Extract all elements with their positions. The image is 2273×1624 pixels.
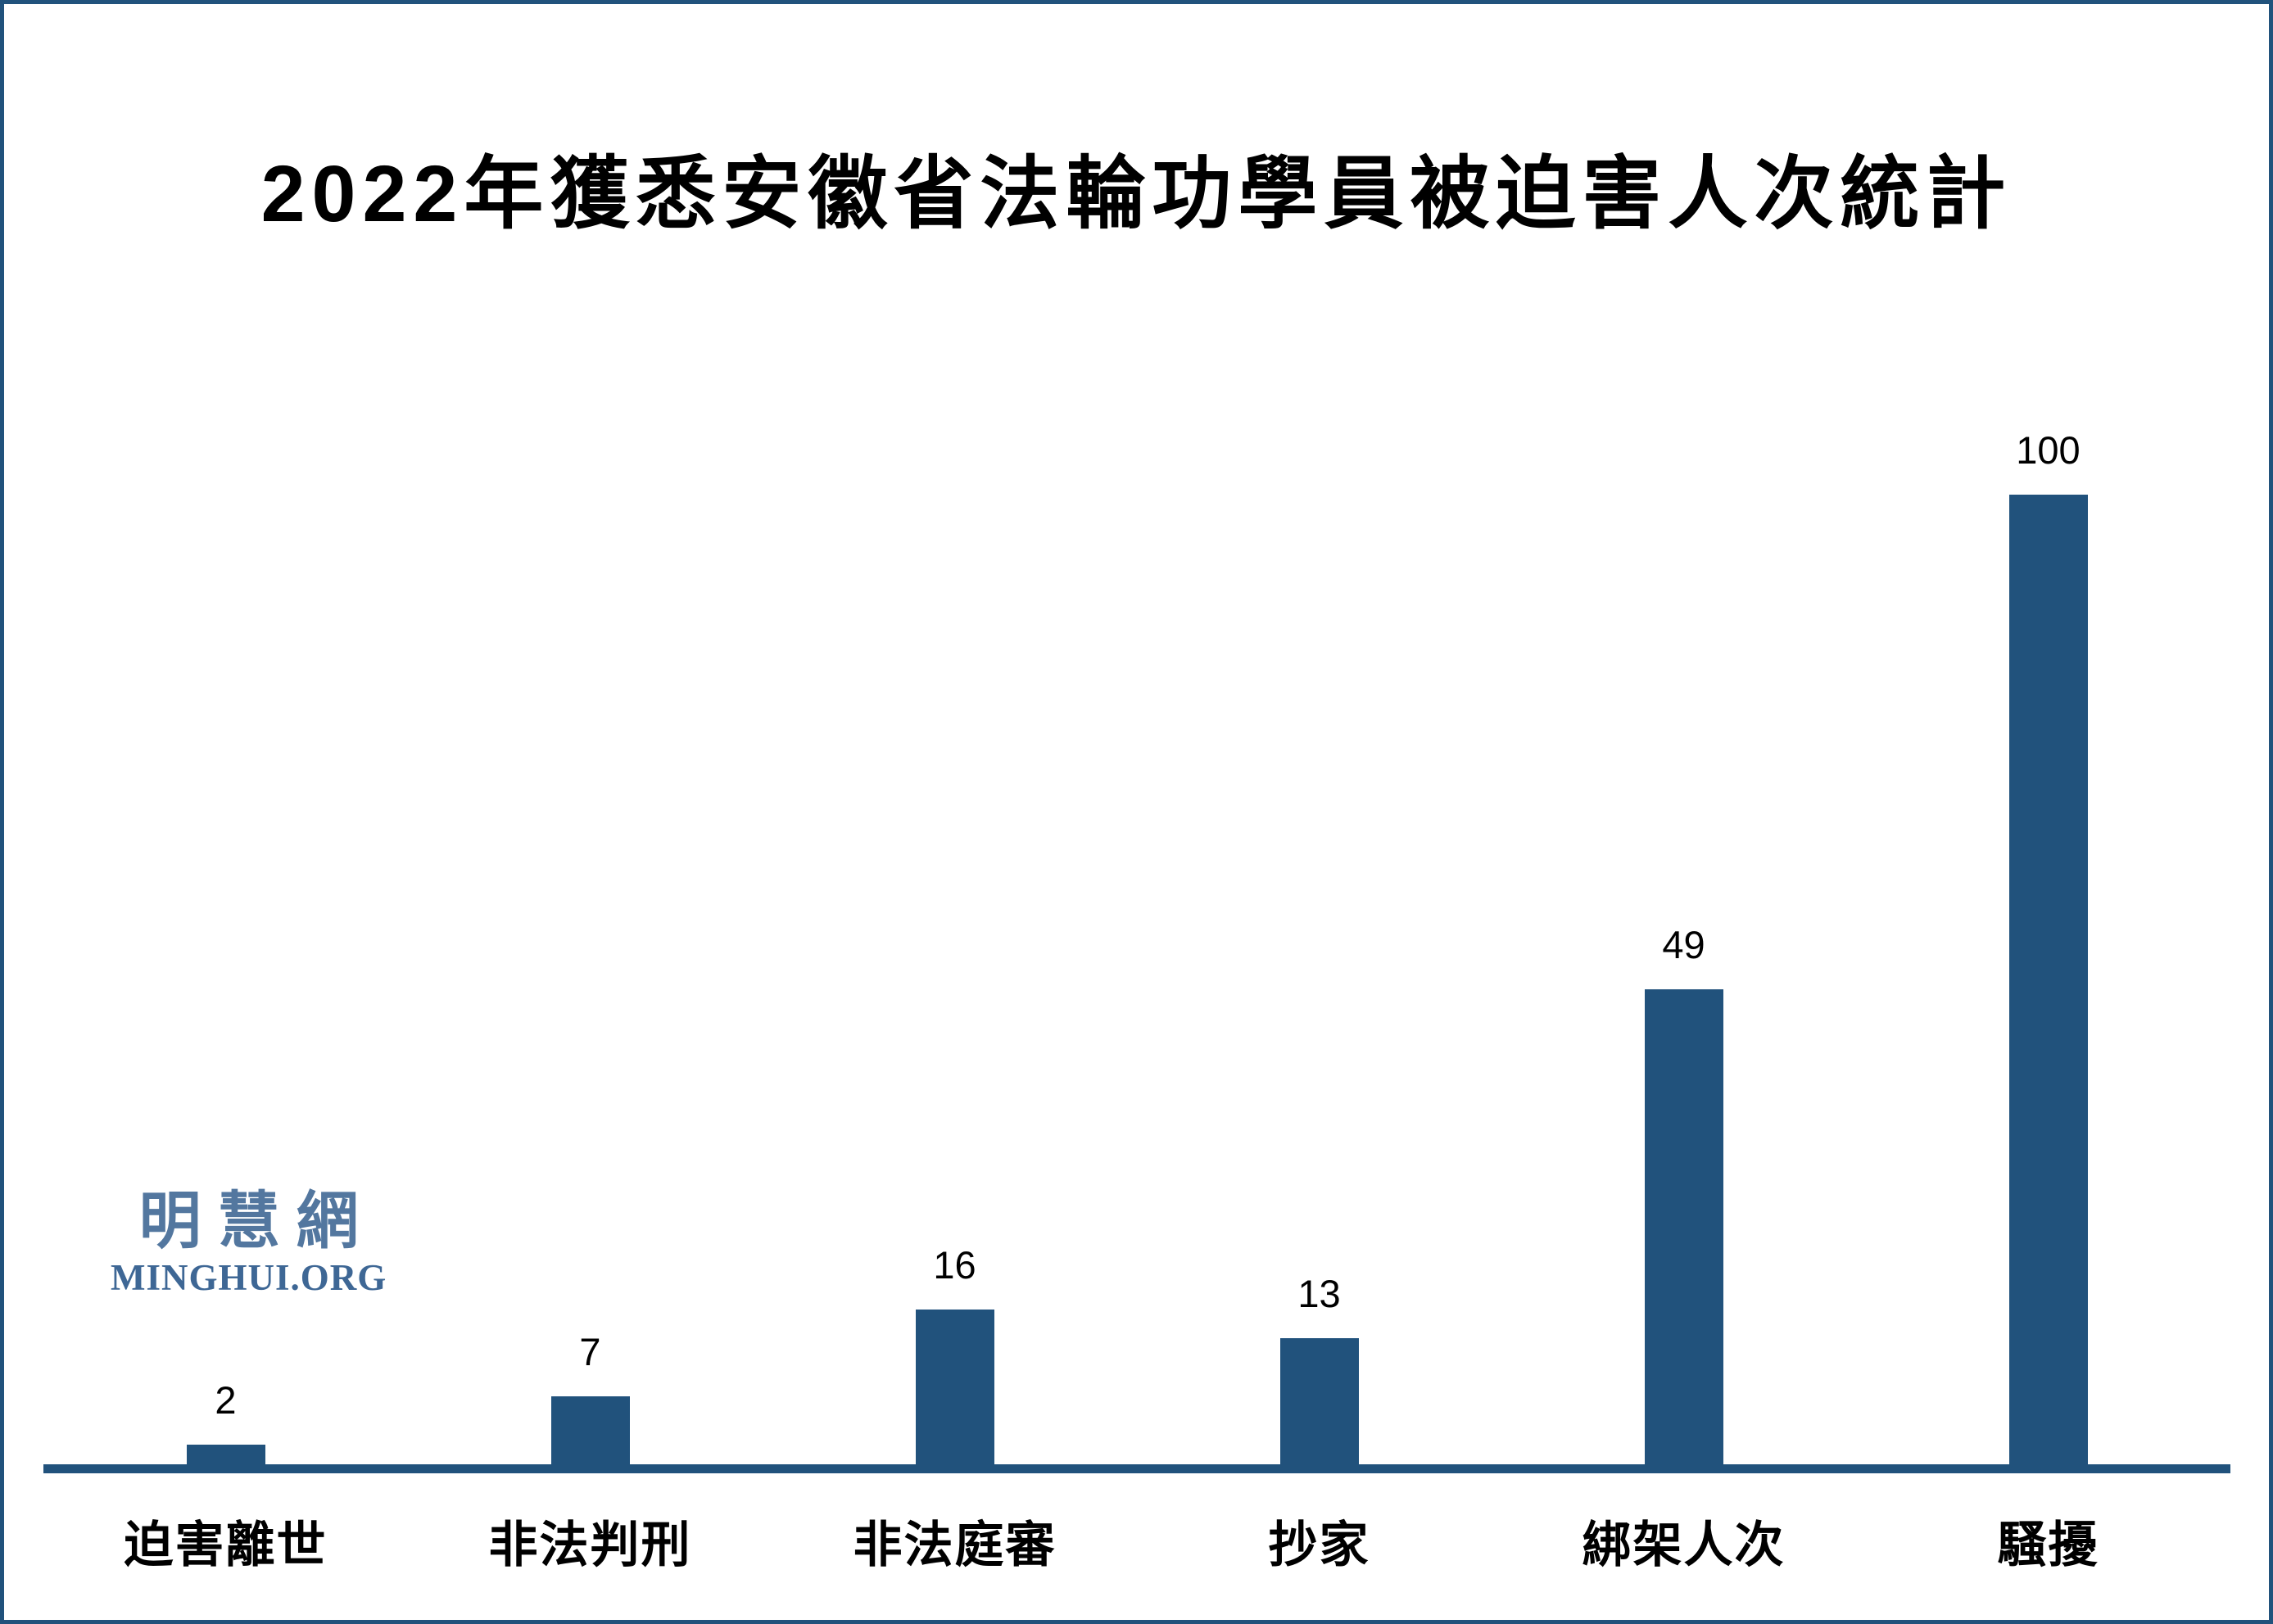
minghui-logo-cjk-text: 明慧網	[138, 1187, 375, 1256]
bar	[915, 1310, 994, 1464]
bar-value-label: 7	[579, 1330, 601, 1374]
bar-value-label: 49	[1662, 923, 1705, 967]
bar	[1279, 1338, 1359, 1464]
bar-slot-2: 16	[772, 1244, 1137, 1464]
bar-value-label: 16	[933, 1243, 976, 1287]
minghui-logo: 明慧網 MINGHUI.ORG	[111, 1187, 387, 1298]
x-axis-label: 騷擾	[1997, 1518, 2099, 1572]
bar	[186, 1445, 265, 1464]
minghui-logo-url-text: MINGHUI.ORG	[111, 1256, 387, 1298]
x-axis-label: 綁架人次	[1582, 1518, 1786, 1572]
bar-slot-4: 49	[1501, 924, 1866, 1464]
x-axis-line	[43, 1464, 2230, 1473]
bar	[2008, 495, 2088, 1464]
bar-value-label: 100	[2016, 428, 2081, 473]
x-axis-label: 迫害離世	[124, 1518, 328, 1572]
x-axis-label: 非法庭審	[853, 1518, 1057, 1572]
bar-slot-1: 7	[408, 1331, 772, 1464]
chart-title: 2022年獲悉安徽省法輪功學員被迫害人次統計	[260, 149, 2013, 238]
bar	[550, 1396, 630, 1464]
x-axis-label: 抄家	[1268, 1518, 1370, 1572]
bar-value-label: 13	[1297, 1272, 1341, 1316]
bar-slot-5: 100	[1866, 429, 2230, 1464]
x-axis-label: 非法判刑	[488, 1518, 692, 1572]
bar-slot-3: 13	[1137, 1273, 1501, 1464]
bar-slot-0: 2	[43, 1379, 408, 1464]
bar	[1644, 989, 1723, 1464]
bar-plot-area: 2 7 16 13 49 100	[43, 429, 2230, 1464]
bar-value-label: 2	[215, 1378, 237, 1423]
x-axis-labels-row: 迫害離世 非法判刑 非法庭審 抄家 綁架人次 騷擾	[43, 1505, 2230, 1577]
